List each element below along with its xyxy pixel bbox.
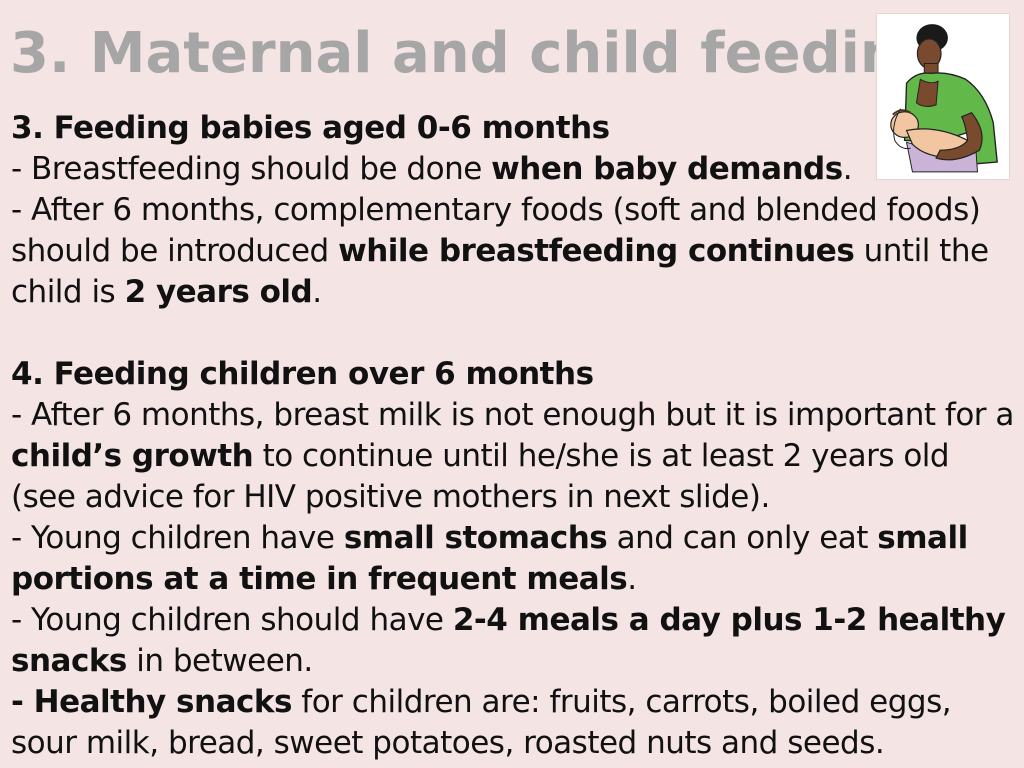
- section-4-bullet-3: - Young children should have 2-4 meals a…: [11, 602, 1006, 679]
- slide-body: 3. Feeding babies aged 0-6 months - Brea…: [11, 108, 1016, 764]
- section-4-heading: 4. Feeding children over 6 months: [11, 356, 594, 392]
- section-3-bullet-1: - Breastfeeding should be done when baby…: [11, 151, 853, 187]
- section-4-bullet-1: - After 6 months, breast milk is not eno…: [11, 397, 1014, 515]
- slide-title: 3. Maternal and child feeding: [10, 21, 940, 86]
- section-4-bullet-4: - Healthy snacks for children are: fruit…: [11, 684, 952, 761]
- section-4-bullet-2: - Young children have small stomachs and…: [11, 520, 968, 597]
- mother-breastfeeding-icon: [890, 24, 998, 173]
- section-3-bullet-2: - After 6 months, complementary foods (s…: [11, 192, 989, 310]
- section-spacer: [11, 313, 1016, 354]
- section-3-heading: 3. Feeding babies aged 0-6 months: [11, 110, 610, 146]
- mother-breastfeeding-illustration: [876, 13, 1010, 180]
